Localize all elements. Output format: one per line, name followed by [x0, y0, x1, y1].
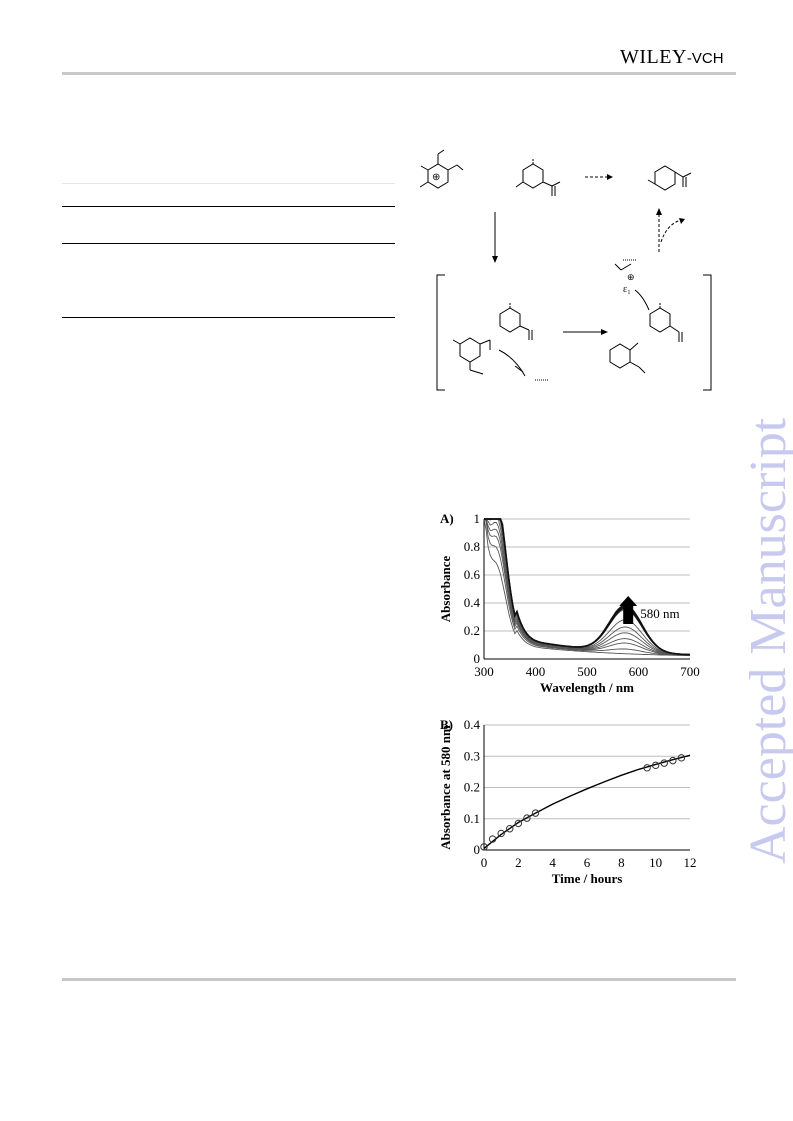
x-tick-label: 4: [549, 855, 556, 870]
data-point: [488, 835, 497, 843]
spectrum-line: [483, 518, 690, 656]
data-point: [677, 754, 686, 762]
intermediate-ring-right: [609, 343, 631, 369]
x-tick-label: 10: [649, 855, 662, 870]
y-tick-label: 0: [474, 842, 481, 857]
increase-arrow: [619, 596, 638, 624]
x-axis-label: Time / hours: [552, 871, 623, 886]
table-rule-top: [62, 183, 395, 184]
panel-label: A): [440, 511, 454, 526]
data-point: [531, 809, 540, 817]
brand-wiley: WILEY: [620, 46, 687, 68]
terpene-ring: [522, 163, 544, 189]
table-rule-header-bottom: [62, 243, 395, 244]
y-tick-label: 0.1: [464, 811, 480, 826]
chart-b-svg: 0 0.1 0.2 0.3 0.4 0 2 4 6 8 10 12 Time / hours Absorb…: [438, 717, 697, 886]
charge-label-cation: ⊕: [627, 272, 635, 282]
x-tick-label: 6: [584, 855, 591, 870]
footer-rule: [62, 978, 736, 981]
fit-line: [483, 754, 691, 849]
x-tick-label: 600: [629, 664, 649, 679]
product-ring: [654, 165, 676, 191]
y-axis-label: Absorbance: [438, 556, 453, 623]
y-axis-label: Absorbance at 580 nm: [438, 725, 453, 850]
chart-a-spectra: 0 0.2 0.4 0.6 0.8 1 300 400 500 600 700 Wavelength …: [428, 505, 718, 705]
y-tick-label: 0.8: [464, 539, 480, 554]
x-tick-label: 12: [684, 855, 697, 870]
spectrum-line: [484, 518, 690, 656]
data-point: [523, 814, 531, 822]
table-rule-header-top: [62, 206, 395, 207]
chart-a-svg: 0 0.2 0.4 0.6 0.8 1 300 400 500 600 700 Wavelength …: [438, 511, 700, 695]
table-rule-bottom: [62, 317, 395, 318]
data-point: [514, 819, 523, 828]
data-point: [669, 756, 677, 765]
reaction-scheme-drawing: ⊕ ⊕ ε₁: [419, 149, 712, 391]
spectrum-line: [484, 518, 691, 656]
x-tick-label: 400: [526, 664, 546, 679]
peak-annotation: 580 nm: [640, 606, 679, 621]
x-tick-label: 0: [481, 855, 488, 870]
reaction-scheme: ⊕ ⊕ ε₁: [405, 140, 725, 400]
spectrum-line: [484, 518, 691, 656]
x-tick-label: 300: [474, 664, 494, 679]
counter-label: ε₁: [623, 284, 631, 295]
x-tick-label: 2: [515, 855, 522, 870]
y-tick-label: 1: [474, 511, 481, 526]
data-point: [660, 759, 668, 767]
accepted-manuscript-watermark: Accepted Manuscript: [737, 268, 793, 868]
intermediate-ring-right-top: [649, 307, 671, 333]
x-axis-label: Wavelength / nm: [540, 680, 634, 695]
y-tick-label: 0.2: [464, 780, 480, 795]
y-tick-label: 0.2: [464, 623, 480, 638]
intermediate-ring-left: [459, 337, 481, 363]
charge-label-pyridinium: ⊕: [432, 172, 440, 183]
data-point: [643, 764, 651, 772]
data-point: [480, 843, 488, 851]
y-tick-label: 0.3: [464, 748, 480, 763]
data-point: [497, 829, 505, 838]
brand-suffix: -VCH: [686, 50, 724, 67]
x-tick-label: 700: [680, 664, 700, 679]
x-tick-label: 8: [618, 855, 625, 870]
watermark-text: Accepted Manuscript: [740, 417, 793, 864]
panel-label: B): [440, 717, 453, 732]
spectrum-line: [484, 518, 690, 656]
spectrum-line: [483, 518, 691, 657]
header-rule: [62, 72, 736, 75]
y-tick-label: 0.4: [464, 717, 481, 732]
data-point: [506, 825, 514, 833]
chart-b-kinetics: 0 0.1 0.2 0.3 0.4 0 2 4 6 8 10 12 Time / hours Absorb…: [428, 705, 718, 900]
y-tick-label: 0.4: [464, 595, 481, 610]
y-tick-label: 0.6: [464, 567, 481, 582]
spectrum-line: [484, 518, 691, 656]
data-point: [651, 761, 660, 770]
x-tick-label: 500: [577, 664, 597, 679]
publisher-brand: WILEY-VCH: [620, 46, 740, 69]
intermediate-ring-left-top: [499, 307, 521, 333]
y-tick-label: 0: [474, 651, 481, 666]
